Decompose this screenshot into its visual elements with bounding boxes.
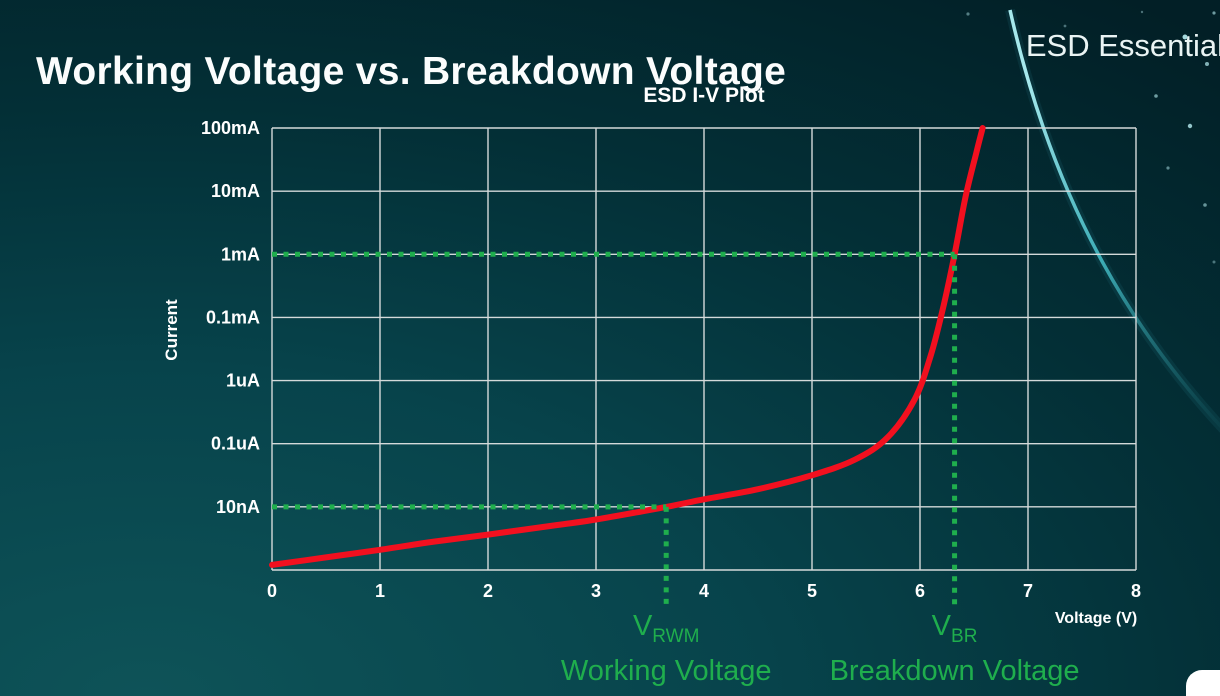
- background-curve: [1008, 9, 1220, 429]
- brand-text: ESD Essential: [1025, 28, 1220, 63]
- x-tick-label: 5: [807, 581, 817, 601]
- y-tick-label: 10nA: [216, 497, 260, 517]
- y-tick-label: 0.1uA: [211, 434, 260, 454]
- vrwm-caption: Working Voltage: [560, 654, 772, 687]
- y-tick-label: 10mA: [211, 181, 260, 201]
- sparkle-dots: [966, 10, 1216, 264]
- y-tick-label: 0.1mA: [206, 307, 260, 327]
- iv-curve: [269, 125, 986, 568]
- x-tick-label: 7: [1023, 581, 1033, 601]
- x-tick-label: 4: [699, 581, 709, 601]
- vrwm-symbol-sub: RWM: [652, 625, 700, 647]
- x-axis-label: Voltage (V): [1054, 610, 1138, 627]
- chart-title: ESD I-V Plot: [643, 84, 765, 107]
- vbr-symbol-sub: BR: [951, 625, 978, 647]
- y-tick-label: 1uA: [226, 371, 260, 391]
- x-tick-label: 0: [267, 581, 277, 601]
- x-tick-label: 1: [375, 581, 385, 601]
- vbr-symbol-v: V: [931, 610, 952, 642]
- x-tick-label: 3: [591, 581, 601, 601]
- y-tick-label: 1mA: [221, 244, 260, 264]
- x-tick-label: 2: [483, 581, 493, 601]
- vrwm-annotation: VRWM Working Voltage: [561, 610, 772, 687]
- vbr-symbol: VBR: [830, 610, 1080, 653]
- x-tick-label: 8: [1131, 581, 1141, 601]
- vrwm-symbol: VRWM: [561, 610, 772, 653]
- vrwm-symbol-v: V: [632, 610, 653, 642]
- y-tick-label: 100mA: [201, 118, 260, 138]
- corner-overlay: [1186, 670, 1220, 696]
- page-title: Working Voltage vs. Breakdown Voltage: [36, 50, 787, 94]
- vbr-annotation: VBR Breakdown Voltage: [830, 610, 1080, 687]
- vbr-caption: Breakdown Voltage: [829, 654, 1080, 687]
- x-tick-label: 6: [915, 581, 925, 601]
